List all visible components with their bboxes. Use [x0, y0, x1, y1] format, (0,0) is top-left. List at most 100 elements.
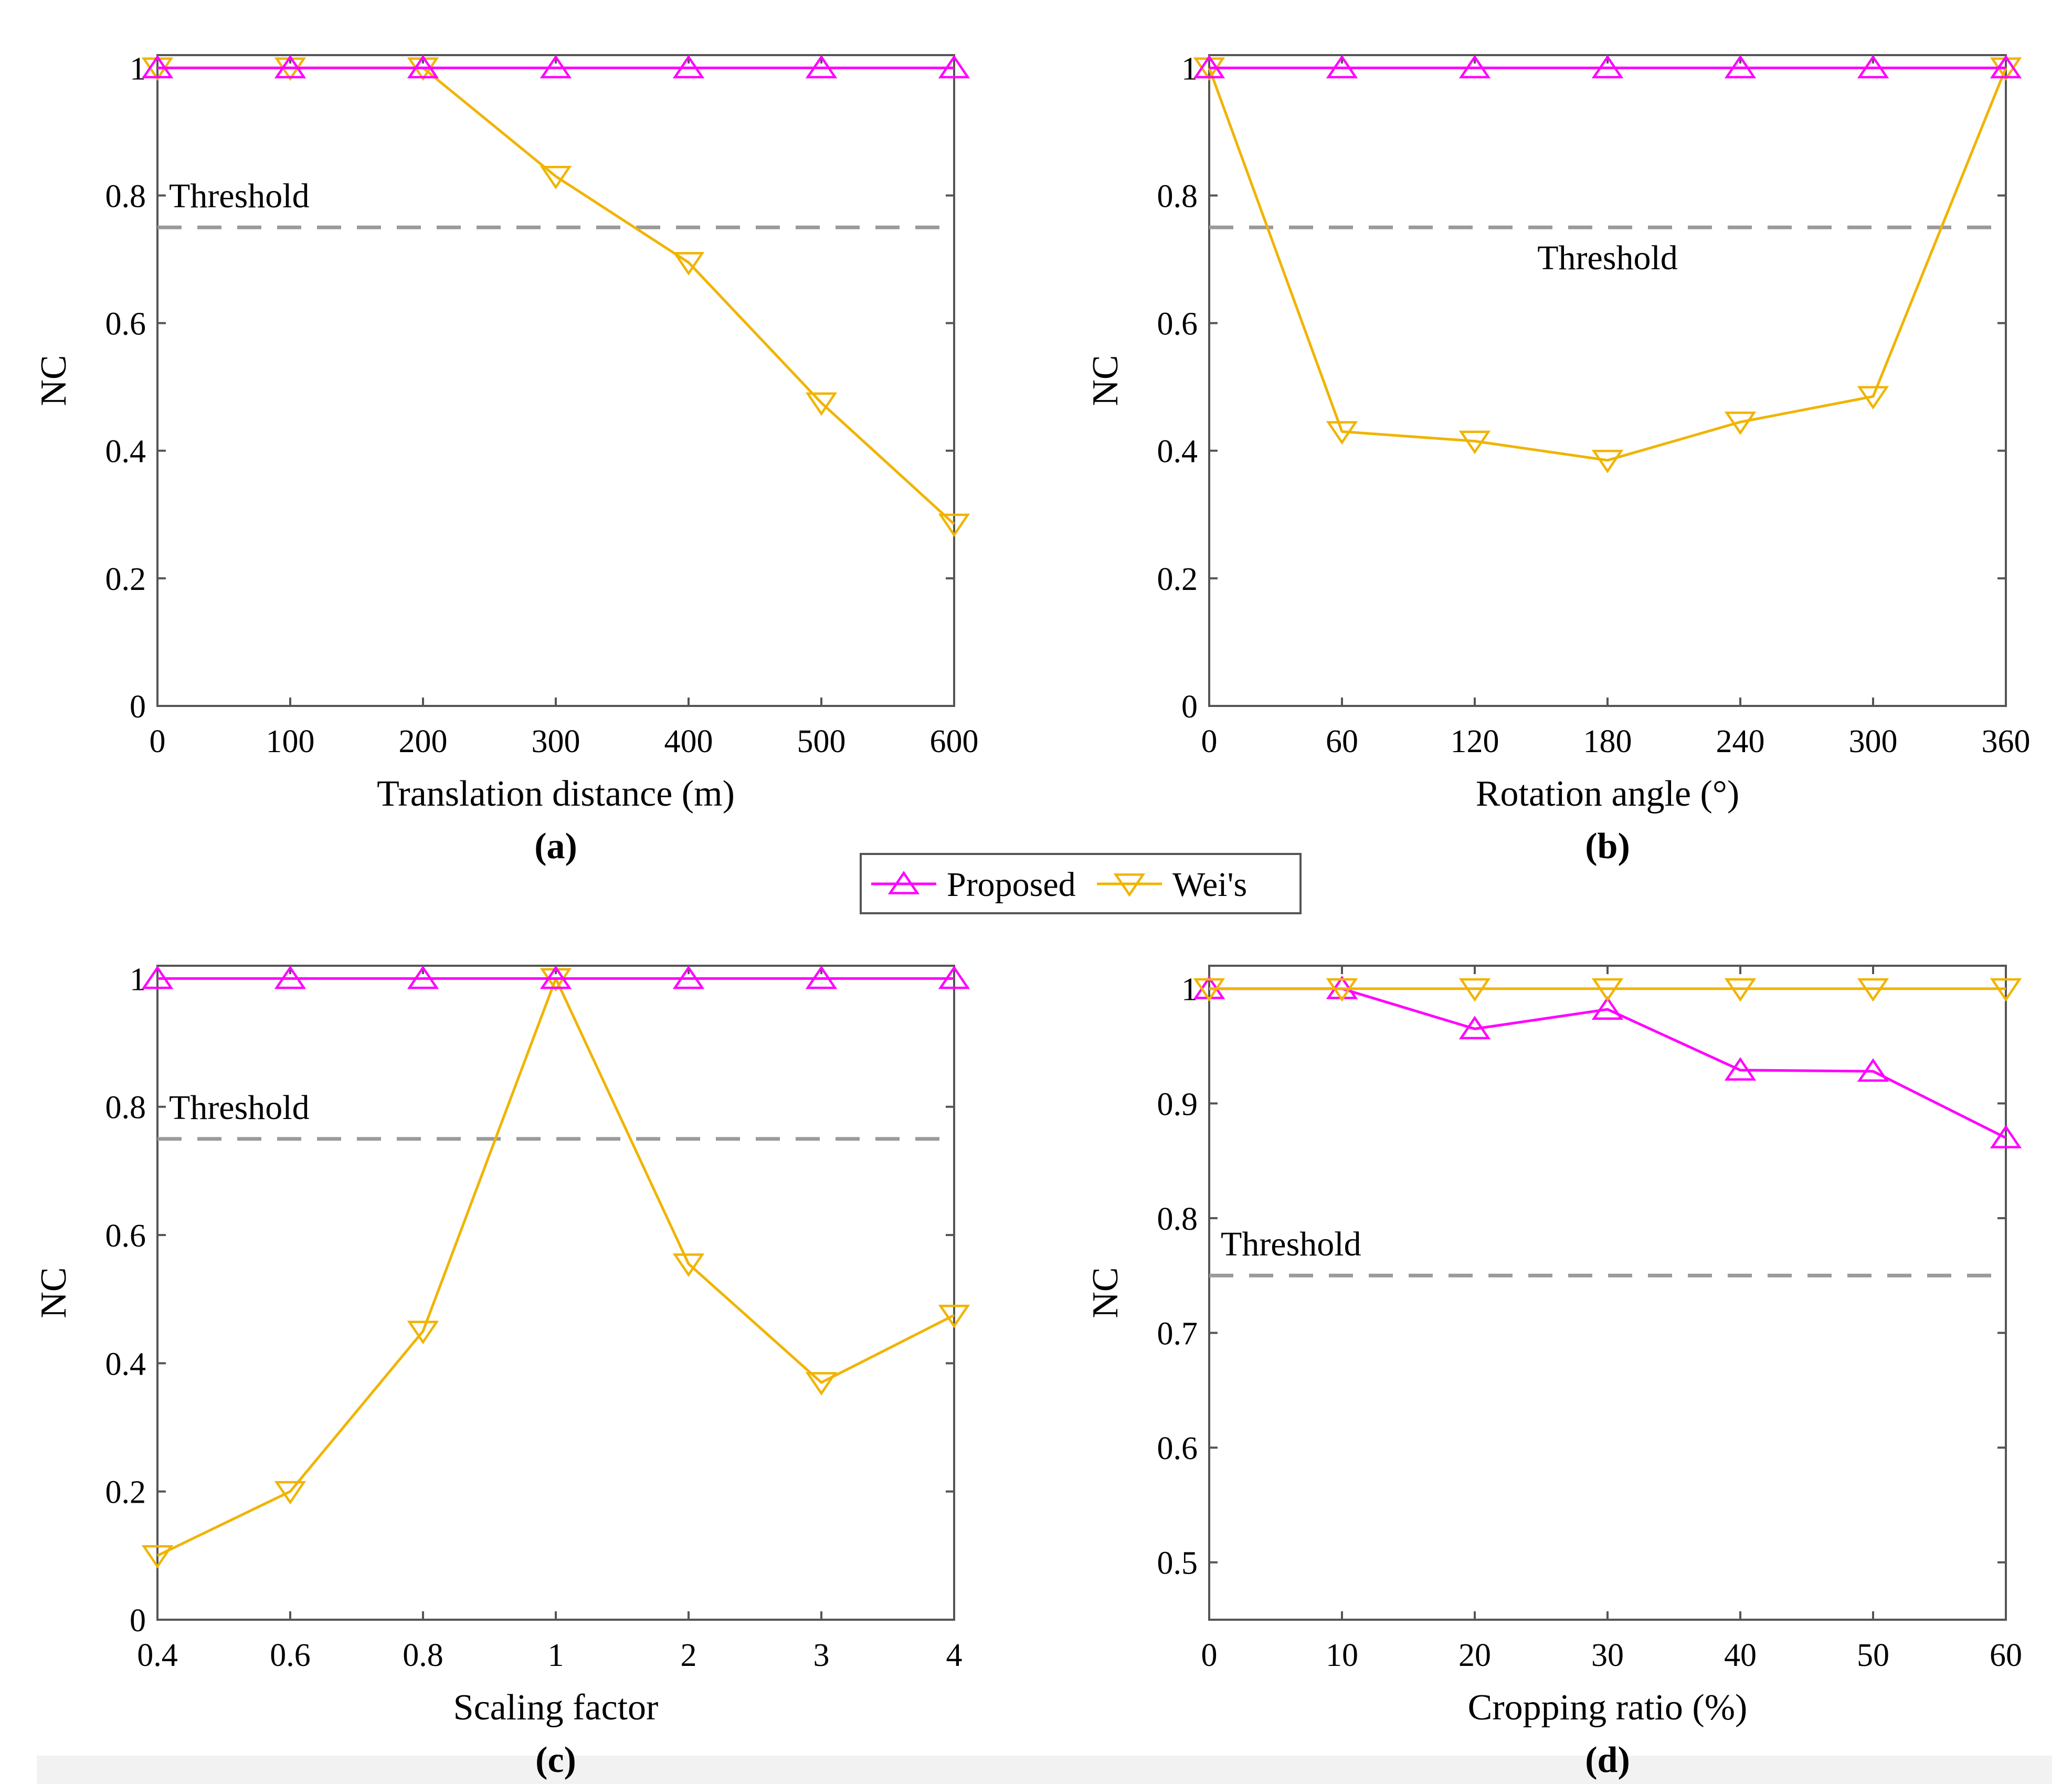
data-point-marker	[540, 166, 572, 189]
y-axis-label: NC	[1085, 1267, 1126, 1318]
data-point-marker	[1990, 1125, 2022, 1148]
data-point-marker	[274, 965, 306, 989]
legend-marker	[887, 871, 920, 894]
x-tick-label: 240	[1716, 724, 1765, 759]
y-tick-label: 0.7	[1157, 1316, 1198, 1352]
y-tick-label: 0.4	[105, 1346, 146, 1382]
data-point-marker	[805, 55, 838, 79]
panel-label: (a)	[534, 826, 577, 867]
data-point-marker	[274, 1481, 306, 1505]
y-axis-label: NC	[34, 1267, 74, 1318]
data-point-marker	[1193, 55, 1225, 79]
data-point-marker	[805, 392, 838, 416]
legend-item: Proposed	[871, 865, 1076, 904]
data-point-marker	[407, 1321, 439, 1345]
x-tick-label: 200	[399, 724, 448, 759]
series-proposed	[141, 965, 970, 989]
data-point-marker	[141, 1545, 174, 1569]
threshold-label: Threshold	[169, 1089, 310, 1127]
legend: Proposed Wei's	[860, 853, 1302, 914]
x-tick-label: 1	[548, 1638, 564, 1673]
y-tick-label: 0.4	[105, 434, 146, 470]
x-tick-label: 50	[1857, 1638, 1889, 1673]
data-point-marker	[1724, 978, 1757, 1002]
chart-panel-1: 0 100 200 300 400 500 600 0 0.2 0.4 0.6 0.8 1 Transla…	[34, 51, 979, 867]
legend-label: Wei's	[1172, 865, 1247, 904]
chart-panel-4: 0 10 20 30 40 50 60 0.5 0.6 0.7 0.8 0.9 1 Cropping ra…	[1085, 965, 2022, 1780]
y-tick-label: 0	[130, 689, 146, 725]
data-point-marker	[1458, 430, 1491, 455]
y-tick-label: 0.2	[1157, 562, 1198, 597]
data-point-marker	[1857, 1058, 1889, 1082]
series-line	[1208, 67, 2007, 462]
data-point-marker	[1458, 55, 1491, 79]
data-point-marker	[672, 55, 705, 79]
x-axis-label: Rotation angle (°)	[1476, 774, 1739, 814]
panels: 0 100 200 300 400 500 60000.20.40.60.81Transla…	[34, 51, 2031, 1780]
data-point-marker	[1458, 978, 1491, 1002]
x-tick-label: 0.4	[137, 1638, 178, 1673]
threshold-label: Threshold	[169, 177, 310, 215]
legend-marker	[1113, 873, 1146, 897]
y-tick-label: 0.5	[1157, 1546, 1198, 1581]
x-tick-label: 60	[1326, 724, 1358, 759]
x-tick-label: 300	[1849, 724, 1898, 759]
chart-panel-2: 0 60 120 180 240 300 360 0 0.2 0.4 0.6 0.8 1 Rotation…	[1085, 51, 2031, 867]
data-point-marker	[805, 965, 838, 989]
y-tick-label: 0.6	[1157, 307, 1198, 342]
data-point-marker	[274, 55, 306, 79]
x-tick-label: 2	[681, 1638, 697, 1673]
data-point-marker	[1591, 55, 1624, 79]
data-point-marker	[540, 55, 572, 79]
x-tick-label: 30	[1591, 1638, 1624, 1673]
data-point-marker	[1326, 55, 1358, 79]
y-tick-label: 1	[130, 962, 146, 997]
x-axis-label: Scaling factor	[453, 1687, 659, 1728]
x-tick-label: 400	[664, 724, 713, 759]
x-tick-label: 40	[1724, 1638, 1757, 1673]
chart-panel-3: 0.4 0.6 0.8 1 2 3 4 0 0.2 0.4 0.6 0.8 1 Scaling facto…	[34, 962, 970, 1780]
y-tick-label: 1	[1181, 51, 1198, 87]
data-point-marker	[1724, 55, 1757, 79]
x-tick-label: 100	[266, 724, 315, 759]
x-tick-label: 360	[1982, 724, 2031, 759]
y-tick-label: 1	[130, 51, 146, 87]
y-tick-label: 0.8	[1157, 1201, 1198, 1237]
x-tick-label: 60	[1990, 1638, 2022, 1673]
threshold-label: Threshold	[1537, 239, 1678, 277]
y-tick-label: 0.9	[1157, 1086, 1198, 1122]
y-tick-label: 0.6	[105, 1218, 146, 1254]
data-point-marker	[407, 55, 439, 79]
data-point-marker	[1591, 450, 1624, 473]
data-point-marker	[938, 1304, 970, 1328]
x-tick-label: 0.6	[270, 1638, 311, 1673]
x-tick-label: 300	[532, 724, 580, 759]
x-tick-label: 0	[150, 724, 166, 759]
data-point-marker	[1857, 978, 1889, 1002]
x-tick-label: 0.8	[403, 1638, 443, 1673]
x-tick-label: 500	[797, 724, 846, 759]
x-tick-label: 10	[1326, 1638, 1358, 1673]
data-point-marker	[407, 965, 439, 989]
threshold-label: Threshold	[1221, 1225, 1361, 1263]
legend-label: Proposed	[947, 865, 1076, 904]
y-tick-label: 0.2	[105, 1475, 146, 1511]
data-point-marker	[141, 55, 174, 79]
panel-label: (d)	[1585, 1740, 1630, 1780]
x-tick-label: 20	[1458, 1638, 1491, 1673]
data-point-marker	[1857, 386, 1889, 410]
x-axis-label: Translation distance (m)	[377, 774, 735, 814]
data-point-marker	[938, 513, 970, 537]
data-point-marker	[1326, 978, 1358, 1002]
y-axis-label: NC	[1085, 355, 1126, 406]
y-tick-label: 1	[1181, 972, 1198, 1008]
data-point-marker	[540, 965, 572, 989]
data-point-marker	[1193, 978, 1225, 1002]
data-point-marker	[1990, 55, 2022, 79]
data-point-marker	[1990, 978, 2022, 1002]
data-point-marker	[938, 965, 970, 989]
y-tick-label: 0.8	[1157, 178, 1198, 214]
data-point-marker	[1724, 1057, 1757, 1081]
y-tick-label: 0	[1181, 689, 1198, 725]
